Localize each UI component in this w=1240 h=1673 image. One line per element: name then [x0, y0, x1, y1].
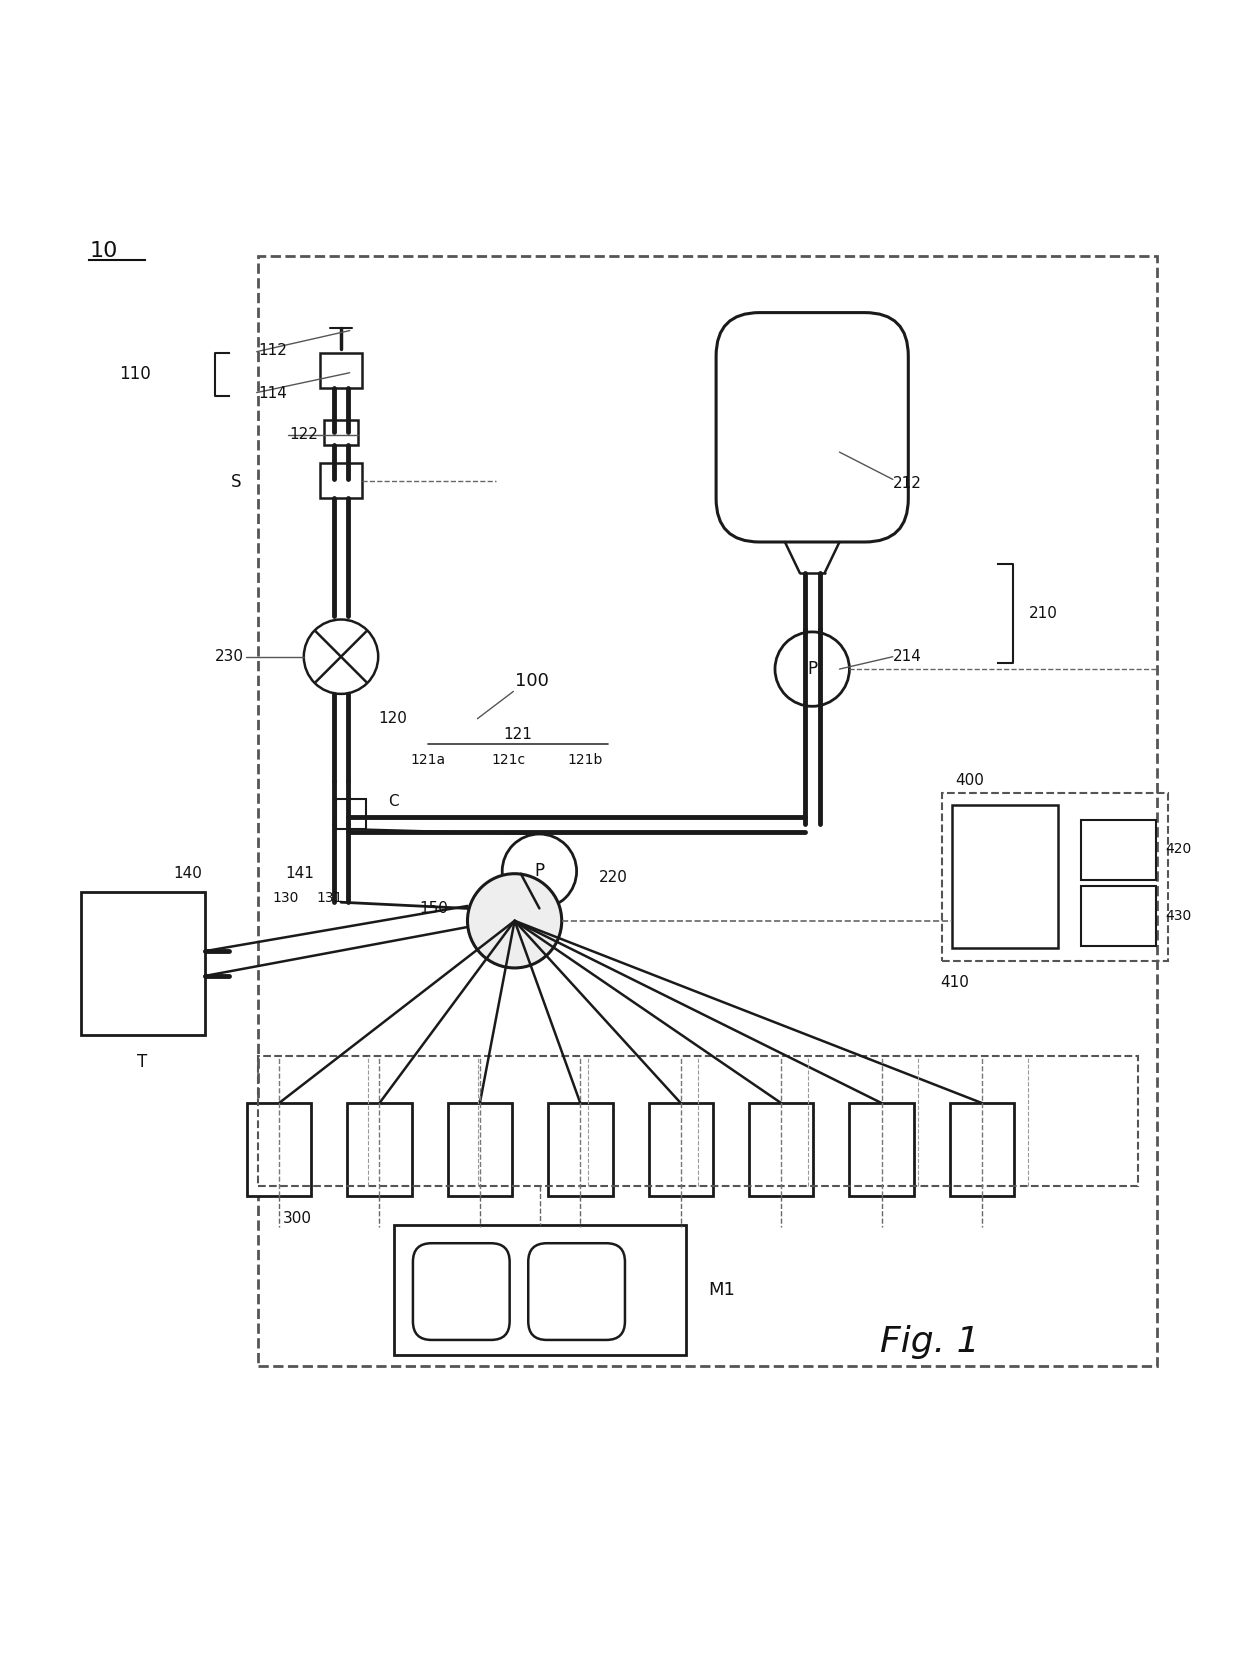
Text: 410: 410	[940, 975, 968, 990]
Bar	[649, 1103, 713, 1196]
Text: 230: 230	[216, 649, 244, 664]
Text: 420: 420	[1166, 842, 1192, 857]
FancyBboxPatch shape	[717, 313, 908, 542]
Text: 220: 220	[599, 870, 627, 885]
Text: 121b: 121b	[568, 753, 603, 766]
Text: 210: 210	[1029, 606, 1058, 621]
Bar	[448, 1103, 512, 1196]
Text: 110: 110	[119, 365, 151, 383]
Text: 131: 131	[316, 892, 342, 905]
Bar	[247, 1103, 311, 1196]
Bar	[258, 1056, 1138, 1186]
Text: 10: 10	[89, 241, 118, 261]
Text: S: S	[232, 473, 242, 490]
Text: 112: 112	[258, 343, 286, 358]
Bar	[324, 420, 358, 445]
Text: 121: 121	[503, 728, 532, 743]
Bar	[1081, 887, 1156, 945]
Circle shape	[304, 619, 378, 694]
Text: C: C	[388, 795, 399, 810]
Text: 141: 141	[285, 867, 314, 882]
Bar	[942, 793, 1168, 960]
Text: 121c: 121c	[491, 753, 526, 766]
Text: 430: 430	[1166, 908, 1192, 923]
Text: Fig. 1: Fig. 1	[880, 1325, 980, 1360]
Circle shape	[467, 873, 562, 969]
Bar	[258, 256, 1157, 1365]
Text: 212: 212	[893, 475, 921, 490]
Circle shape	[502, 835, 577, 908]
Text: T: T	[138, 1054, 148, 1071]
Bar	[749, 1103, 813, 1196]
Bar	[394, 1225, 686, 1355]
Text: 140: 140	[174, 867, 202, 882]
Text: 121a: 121a	[410, 753, 445, 766]
Bar	[81, 892, 205, 1036]
FancyBboxPatch shape	[528, 1243, 625, 1340]
Bar	[320, 463, 362, 499]
Text: 400: 400	[955, 773, 983, 788]
Text: 100: 100	[515, 673, 548, 691]
Text: 300: 300	[283, 1211, 311, 1226]
Bar	[347, 1103, 412, 1196]
Text: 214: 214	[893, 649, 921, 664]
Circle shape	[775, 632, 849, 706]
Bar	[849, 1103, 914, 1196]
Bar	[950, 1103, 1014, 1196]
Text: 130: 130	[273, 892, 299, 905]
Bar	[952, 805, 1058, 949]
Bar	[320, 353, 362, 388]
Text: 150: 150	[419, 902, 449, 915]
Bar	[336, 800, 366, 830]
Text: M1: M1	[708, 1282, 735, 1298]
Text: 122: 122	[289, 427, 317, 442]
Text: P: P	[534, 862, 544, 880]
FancyBboxPatch shape	[413, 1243, 510, 1340]
Bar	[548, 1103, 613, 1196]
Bar	[1081, 820, 1156, 880]
Text: 120: 120	[378, 711, 407, 726]
Text: P: P	[807, 661, 817, 678]
Text: 114: 114	[258, 386, 286, 402]
